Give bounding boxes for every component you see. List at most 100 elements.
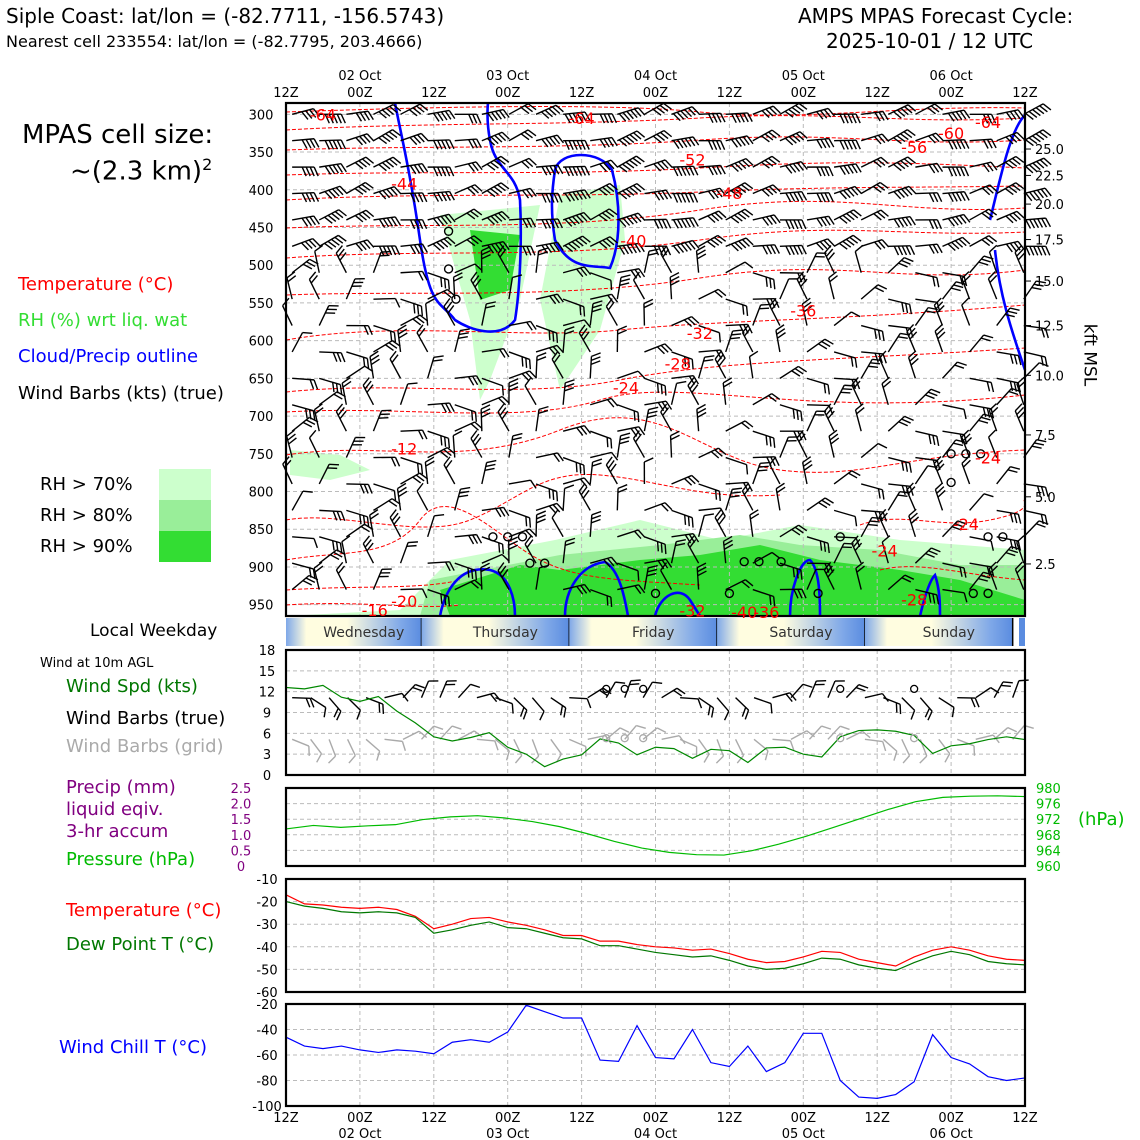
calm-circle — [836, 734, 845, 743]
wind-barb — [887, 490, 910, 511]
wind-barb-feather — [843, 165, 850, 175]
wind-barb-feather — [906, 129, 916, 137]
wind-barb — [454, 486, 471, 511]
wind-barb-feather — [552, 346, 561, 355]
wind-barb-feather — [847, 140, 853, 150]
wind-barb-shaft — [314, 251, 320, 273]
wind-barb-feather — [444, 595, 447, 606]
wind-barb-feather — [896, 109, 906, 117]
wind-barb — [319, 536, 343, 553]
wind-barb — [833, 185, 863, 200]
wind-barb-shaft — [551, 517, 564, 538]
wind-barb-feather — [498, 110, 506, 119]
wind-barb-feather — [583, 266, 592, 275]
wind-barb-feather — [348, 755, 356, 764]
wind-barb — [369, 509, 379, 537]
wind-barb-feather — [696, 249, 706, 256]
wind-barb-feather — [568, 217, 577, 226]
wind-barb — [616, 325, 628, 352]
wind-barb-shaft — [328, 739, 337, 757]
wind-barb-feather — [1004, 188, 1014, 196]
wind-barb-feather — [620, 274, 631, 279]
wind-barb-shaft — [790, 683, 804, 699]
wind-barb — [400, 243, 428, 255]
wind-barb-feather — [305, 139, 312, 149]
wind-barb-feather — [936, 594, 940, 605]
wind-barb-feather — [980, 574, 991, 579]
calm-circle — [910, 684, 919, 694]
wind-barb-feather — [881, 535, 891, 543]
wind-barb-feather — [520, 107, 530, 115]
wind-barb-feather — [696, 245, 706, 252]
wind-barb-feather — [729, 495, 740, 498]
wind-barb — [987, 271, 998, 300]
wind-barb-feather — [583, 306, 586, 317]
wind-barb-feather — [1005, 136, 1014, 145]
wind-barb — [590, 397, 619, 408]
wind-barb-feather — [471, 410, 474, 421]
wind-barb-feather — [739, 113, 745, 123]
wind-barb-feather — [382, 189, 391, 199]
wind-barb-feather — [684, 218, 691, 228]
precip-tick-label: 0.5 — [231, 844, 252, 859]
wind-barb — [562, 266, 592, 278]
wind-barb-feather — [802, 683, 813, 688]
wind-barb — [589, 236, 618, 249]
wind-barb — [671, 315, 700, 328]
wind-barb — [369, 350, 380, 379]
wind-barb-feather — [768, 185, 778, 194]
wind-barb-feather — [529, 188, 537, 197]
wind-barb-feather — [1041, 246, 1047, 256]
wind-barb-feather — [486, 137, 496, 146]
pressure-tick-label: 300 — [249, 108, 274, 123]
wind-barb-feather — [882, 741, 887, 752]
wind-barb-feather — [392, 129, 401, 137]
wind-barb-feather — [605, 210, 615, 218]
wind-barb — [536, 218, 563, 229]
wind-barb-shaft — [878, 357, 889, 379]
wind-barb — [887, 104, 917, 119]
wind-barb-feather — [549, 193, 555, 203]
wind-barb — [933, 456, 945, 485]
wind-barb — [687, 535, 700, 564]
wind-barb-feather — [765, 276, 768, 287]
wind-barb-feather — [459, 328, 470, 332]
wind-barb-feather — [333, 551, 343, 558]
wind-barb-feather — [437, 166, 443, 177]
wind-barb-feather — [606, 160, 615, 170]
wind-barb-feather — [741, 210, 750, 218]
wind-barb-feather — [688, 137, 696, 147]
wind-barb-feather — [893, 191, 902, 200]
wind-barb-feather — [656, 383, 660, 393]
pressure-tick-label: 700 — [249, 410, 274, 425]
wind-barb-feather — [382, 245, 389, 256]
wind-barb-feather — [769, 107, 778, 116]
wind-barb-feather — [470, 423, 479, 431]
wind-barb — [996, 131, 1025, 145]
wind-barb-feather — [447, 438, 451, 449]
wind-barb-feather — [909, 216, 916, 226]
wind-barb-feather — [419, 472, 429, 480]
wind-barb-feather — [564, 541, 575, 546]
wind-barb-feather — [549, 219, 556, 229]
wind-barb-feather — [481, 412, 491, 418]
wind-barb-feather — [762, 245, 769, 255]
pressure-tick-label: 350 — [249, 146, 274, 161]
wind-barb — [400, 163, 429, 175]
wind-barb-feather — [670, 276, 680, 282]
wind-barb-feather — [494, 740, 499, 751]
wind-barb-feather — [484, 467, 495, 472]
wind-barb-feather — [445, 683, 456, 686]
wind-barb — [589, 510, 602, 537]
wind-barb — [671, 165, 699, 177]
wind-barb — [854, 244, 864, 273]
wind-barb-feather — [305, 217, 313, 226]
wind-barb-feather — [417, 134, 425, 143]
kft-tick-label: 17.5 — [1035, 234, 1064, 249]
wind-barb-feather — [714, 509, 722, 518]
wind-barb-feather — [611, 113, 618, 124]
wind-barb-feather — [444, 214, 452, 224]
wind-barb — [313, 561, 324, 590]
wind-barb-feather — [717, 234, 727, 242]
pressure-axis-tick-label: 980 — [1036, 782, 1061, 797]
